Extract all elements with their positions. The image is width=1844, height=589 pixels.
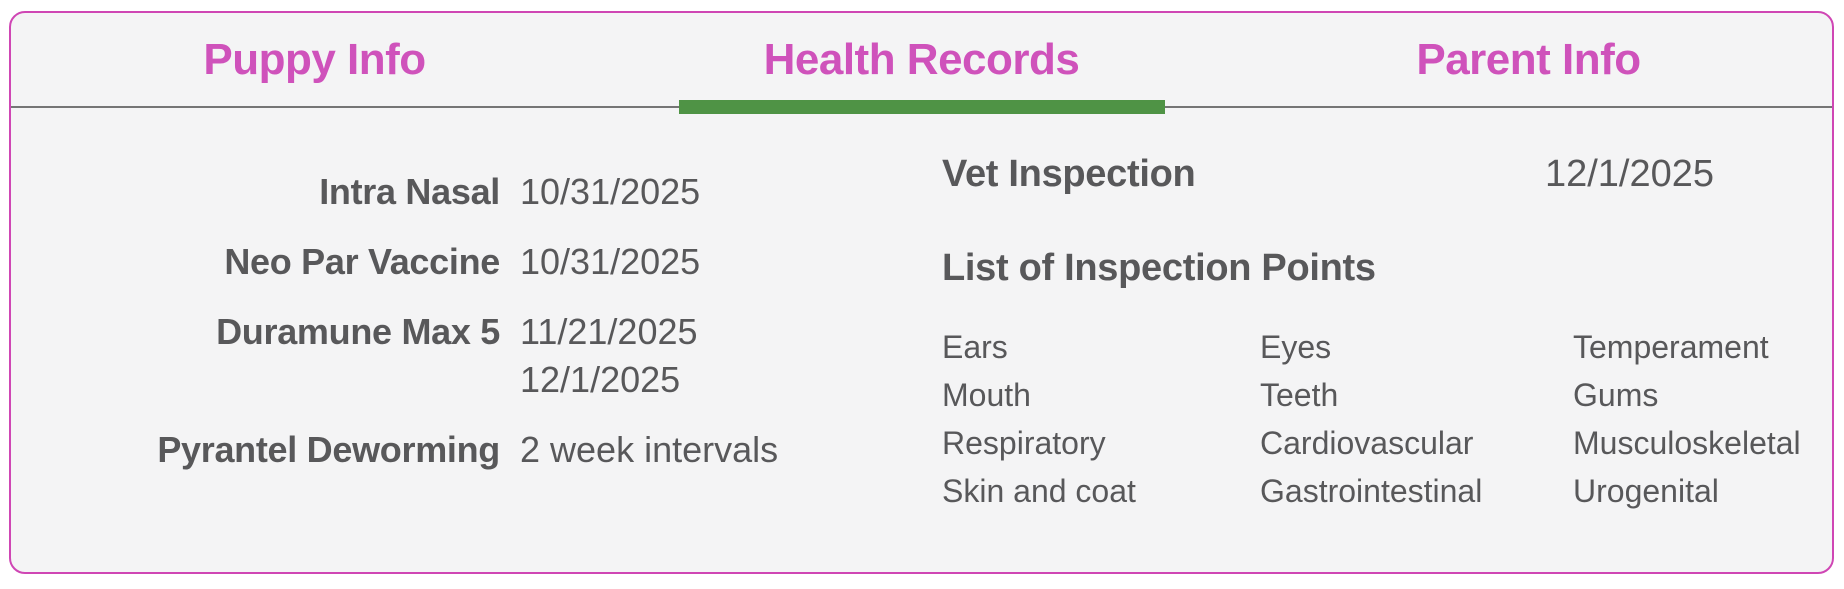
vaccine-date: 10/31/2025	[520, 171, 701, 212]
vaccine-label: Pyrantel Deworming	[157, 429, 500, 470]
vaccine-label: Intra Nasal	[319, 171, 500, 212]
inspection-section: Vet Inspection 12/1/2025 List of Inspect…	[919, 108, 1832, 515]
vaccine-row-pyrantel: Pyrantel Deworming 2 week intervals	[11, 426, 919, 474]
inspection-point: Respiratory	[942, 425, 1106, 461]
vaccine-date: 10/31/2025	[520, 241, 701, 282]
vet-inspection-heading: Vet Inspection	[942, 153, 1196, 195]
tab-bar: Puppy Info Health Records Parent Info	[11, 13, 1832, 114]
vaccine-schedule: 2 week intervals	[520, 429, 779, 470]
tab-content: Intra Nasal 10/31/2025 Neo Par Vaccine 1…	[11, 108, 1832, 515]
vaccine-values: 11/21/2025 12/1/2025	[520, 308, 698, 404]
tab-puppy-info[interactable]: Puppy Info	[203, 34, 426, 84]
health-records-card: Puppy Info Health Records Parent Info In…	[9, 11, 1834, 574]
vaccine-values: 10/31/2025	[520, 168, 700, 216]
inspection-point: Cardiovascular	[1260, 425, 1474, 461]
vet-inspection-row: Vet Inspection 12/1/2025	[942, 150, 1832, 198]
inspection-point: Urogenital	[1573, 473, 1719, 509]
inspection-point: Eyes	[1260, 329, 1332, 365]
tab-parent-info[interactable]: Parent Info	[1416, 34, 1641, 84]
vet-inspection-date: 12/1/2025	[1544, 153, 1714, 195]
inspection-point: Mouth	[942, 377, 1031, 413]
inspection-point: Gastrointestinal	[1260, 473, 1483, 509]
vaccine-label: Neo Par Vaccine	[224, 241, 500, 282]
active-tab-indicator	[678, 100, 1165, 114]
vaccine-row-neo-par: Neo Par Vaccine 10/31/2025	[11, 238, 919, 286]
inspection-point: Temperament	[1573, 329, 1769, 365]
tab-health-records[interactable]: Health Records	[763, 34, 1080, 84]
vaccine-label: Duramune Max 5	[216, 311, 500, 352]
inspection-point: Skin and coat	[942, 473, 1136, 509]
vaccine-values: 2 week intervals	[520, 426, 778, 474]
inspection-point: Ears	[942, 329, 1008, 365]
inspection-point: Musculoskeletal	[1573, 425, 1801, 461]
inspection-points-grid: Ears Eyes Temperament Mouth Teeth Gums R…	[942, 323, 1832, 515]
vaccine-date: 12/1/2025	[520, 359, 681, 400]
vaccine-values: 10/31/2025	[520, 238, 700, 286]
inspection-points-heading: List of Inspection Points	[942, 247, 1376, 289]
vaccine-table: Intra Nasal 10/31/2025 Neo Par Vaccine 1…	[11, 108, 919, 515]
vaccine-row-intra-nasal: Intra Nasal 10/31/2025	[11, 168, 919, 216]
inspection-point: Teeth	[1260, 377, 1339, 413]
vaccine-row-duramune: Duramune Max 5 11/21/2025 12/1/2025	[11, 308, 919, 404]
vaccine-date: 11/21/2025	[520, 311, 698, 352]
inspection-point: Gums	[1573, 377, 1659, 413]
